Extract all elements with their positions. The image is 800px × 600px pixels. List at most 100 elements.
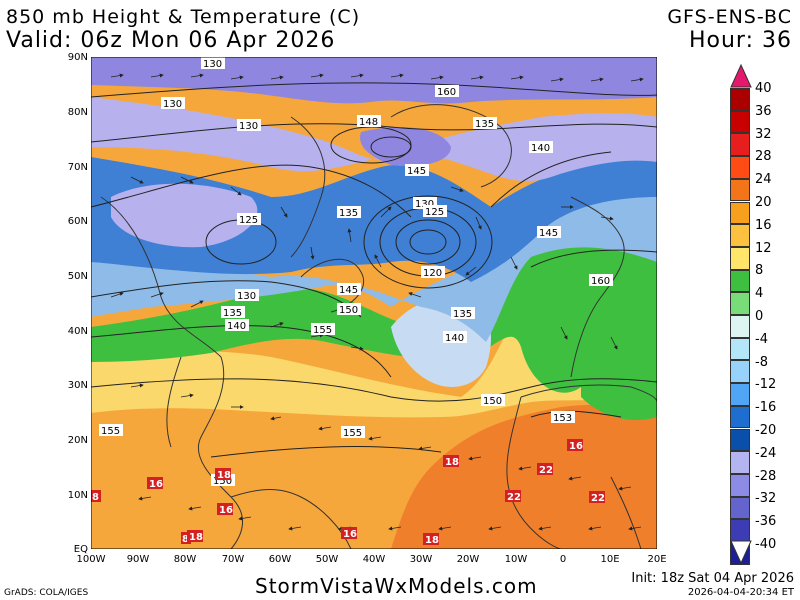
hot-region <box>391 402 657 549</box>
lon-label: 10E <box>600 554 620 565</box>
colorbar-swatch <box>730 269 750 293</box>
height-contour-label: 140 <box>445 333 464 344</box>
height-contour-label: 145 <box>339 285 358 296</box>
colorbar-label: 20 <box>755 195 772 210</box>
lon-label: 60W <box>268 554 292 565</box>
lon-label: 50W <box>315 554 339 565</box>
colorbar-label: 12 <box>755 240 772 256</box>
site-watermark: StormVistaWxModels.com <box>255 574 538 598</box>
colorbar-label: -24 <box>755 445 777 461</box>
model-name: GFS-ENS-BC <box>667 6 792 28</box>
lat-label: 80N <box>67 107 88 118</box>
colorbar-swatch <box>730 178 750 202</box>
colorbar-swatch <box>730 246 750 270</box>
lon-label: 80W <box>173 554 197 565</box>
colorbar-label: -12 <box>755 377 777 393</box>
temperature-map-svg: 130 130 130 160 148 135 140 145 135 130 … <box>90 56 658 550</box>
green-region <box>581 307 657 421</box>
colorbar-label: 36 <box>755 103 772 119</box>
height-contour-label: 140 <box>531 143 550 154</box>
colorbar-swatch <box>730 110 750 134</box>
height-contour-label: 135 <box>475 119 494 130</box>
colorbar-label: 32 <box>755 126 772 142</box>
temperature-label: 18 <box>425 535 439 546</box>
lon-label: 10W <box>504 554 528 565</box>
colorbar-swatch <box>730 292 750 315</box>
height-contour-label: 155 <box>313 325 332 336</box>
colorbar-bottom-arrow <box>730 540 752 564</box>
coastlines <box>100 104 658 550</box>
height-labels: 130 130 130 160 148 135 140 145 135 130 … <box>99 57 613 487</box>
colorbar-top-arrow <box>730 64 752 88</box>
height-contour-label: 135 <box>223 308 242 319</box>
colorbar-label: -20 <box>755 423 777 438</box>
colorbar-label: 8 <box>755 263 764 279</box>
height-contour-label: 150 <box>483 396 502 407</box>
colorbar-label: 0 <box>755 309 764 324</box>
cold-region <box>91 97 657 182</box>
height-contour-label: 135 <box>339 208 358 219</box>
lon-label: 90W <box>126 554 150 565</box>
lon-label: 20W <box>456 554 480 565</box>
colorbar-swatch <box>730 337 750 361</box>
colorbar-label: -40 <box>755 537 777 552</box>
cold-region <box>111 183 258 248</box>
temperature-labels: 16 18 16 22 22 22 8 18 16 8 18 18 16 <box>91 439 605 546</box>
temperature-label: 18 <box>445 457 459 468</box>
temperature-label: 22 <box>539 465 553 476</box>
colorbar-label: 4 <box>755 286 764 302</box>
lon-label: 20E <box>647 554 667 565</box>
colorbar-label: 28 <box>755 149 772 165</box>
colorbar-swatch <box>730 224 750 247</box>
height-contour-label: 125 <box>239 215 258 226</box>
temperature-label: 18 <box>217 470 231 481</box>
temperature-label: 8 <box>182 534 189 545</box>
forecast-hour: Hour: 36 <box>688 28 792 53</box>
colorbar-swatch <box>730 88 750 111</box>
generated-timestamp: 2026-04-04-20:34 ET <box>687 587 794 598</box>
colorbar-label: 24 <box>755 172 772 188</box>
colorbar-label: 16 <box>755 217 772 233</box>
height-contour-label: 130 <box>163 99 182 110</box>
height-contours <box>90 82 658 458</box>
lon-label: 30W <box>409 554 433 565</box>
lat-label: 70N <box>67 162 88 173</box>
weather-map[interactable]: 130 130 130 160 148 135 140 145 135 130 … <box>90 56 658 550</box>
colorbar-swatch <box>730 360 750 384</box>
wind-vectors <box>110 73 644 531</box>
height-contour-label: 153 <box>553 413 572 424</box>
height-contour-label: 155 <box>101 426 120 437</box>
height-contour-label: 125 <box>425 207 444 218</box>
height-contour-label: 135 <box>453 309 472 320</box>
colorbar-swatch <box>730 156 750 179</box>
colorbar-swatch <box>730 201 750 225</box>
lat-label: 20N <box>67 435 88 446</box>
temperature-label: 16 <box>343 529 357 540</box>
temperature-label: 18 <box>189 532 203 543</box>
grads-credit: GrADS: COLA/IGES <box>4 588 89 598</box>
colorbar-swatch <box>730 473 750 497</box>
lat-label: 30N <box>67 380 88 391</box>
colorbar-swatch <box>730 133 750 157</box>
colorbar-label: -28 <box>755 468 777 484</box>
height-contour-label: 140 <box>227 321 246 332</box>
height-contour-label: 120 <box>423 268 442 279</box>
lat-label: 90N <box>67 52 88 63</box>
temperature-label: 16 <box>569 441 583 452</box>
height-contour-label: 155 <box>343 428 362 439</box>
height-contour-label: 150 <box>339 305 358 316</box>
init-time: Init: 18z Sat 04 Apr 2026 <box>631 571 794 586</box>
height-contour-label: 130 <box>239 121 258 132</box>
height-contour-label: 148 <box>359 117 378 128</box>
lon-label: 100W <box>76 554 106 565</box>
height-contour-label: 130 <box>203 59 222 70</box>
colorbar-label: 40 <box>755 81 772 96</box>
lat-label: 50N <box>67 271 88 282</box>
lon-label: 40W <box>362 554 386 565</box>
temperature-label: 8 <box>92 492 99 503</box>
lon-label: 70W <box>221 554 245 565</box>
cold-region <box>91 156 657 282</box>
colorbar-swatch <box>730 405 750 429</box>
very-cold-region <box>91 57 657 104</box>
colorbar-label: -36 <box>755 514 777 530</box>
